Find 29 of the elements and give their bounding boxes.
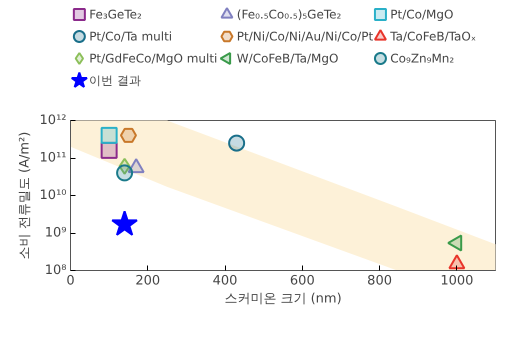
point: [120, 128, 137, 143]
y-axis-title: 소비 전류밀도 (A/m²): [18, 132, 33, 260]
y-tick-label: 10⁹: [44, 226, 67, 240]
legend-label: Co₉Zn₉Mn₂: [390, 52, 454, 66]
legend-label: Ta/CoFeB/TaOₓ: [389, 30, 476, 44]
point: [448, 254, 466, 270]
x-tick-label: 600: [290, 274, 315, 288]
x-tick-label: 800: [367, 274, 392, 288]
legend-label: (Fe₀.₅Co₀.₅)₅GeTe₂: [236, 8, 342, 22]
y-tick-label: 10⁸: [44, 263, 67, 278]
legend-label: Pt/GdFeCo/MgO multi: [89, 52, 218, 66]
legend-label: Pt/Co/Ta multi: [89, 30, 172, 44]
point: [100, 126, 118, 144]
x-tick-label: 400: [212, 274, 238, 288]
legend-label: Fe₃GeTe₂: [89, 8, 142, 22]
point: [228, 134, 246, 152]
y-tick-label: 10¹⁰: [40, 188, 67, 203]
legend-label: Pt/Co/MgO: [390, 8, 454, 22]
y-tick-label: 10¹²: [40, 113, 67, 128]
x-tick-label: 1000: [440, 274, 474, 288]
legend-label: W/CoFeB/Ta/MgO: [236, 52, 338, 66]
x-tick-label: 200: [135, 274, 160, 288]
legend-label: 이번 결과: [89, 74, 142, 88]
x-axis-title: 스커미온 크기 (nm): [224, 292, 342, 306]
x-tick-label: 0: [66, 274, 75, 288]
point: [111, 210, 138, 236]
point: [116, 164, 134, 182]
legend-label: Pt/Ni/Co/Ni/Au/Ni/Co/Pt: [236, 30, 374, 44]
y-tick-label: 10¹¹: [40, 150, 67, 166]
